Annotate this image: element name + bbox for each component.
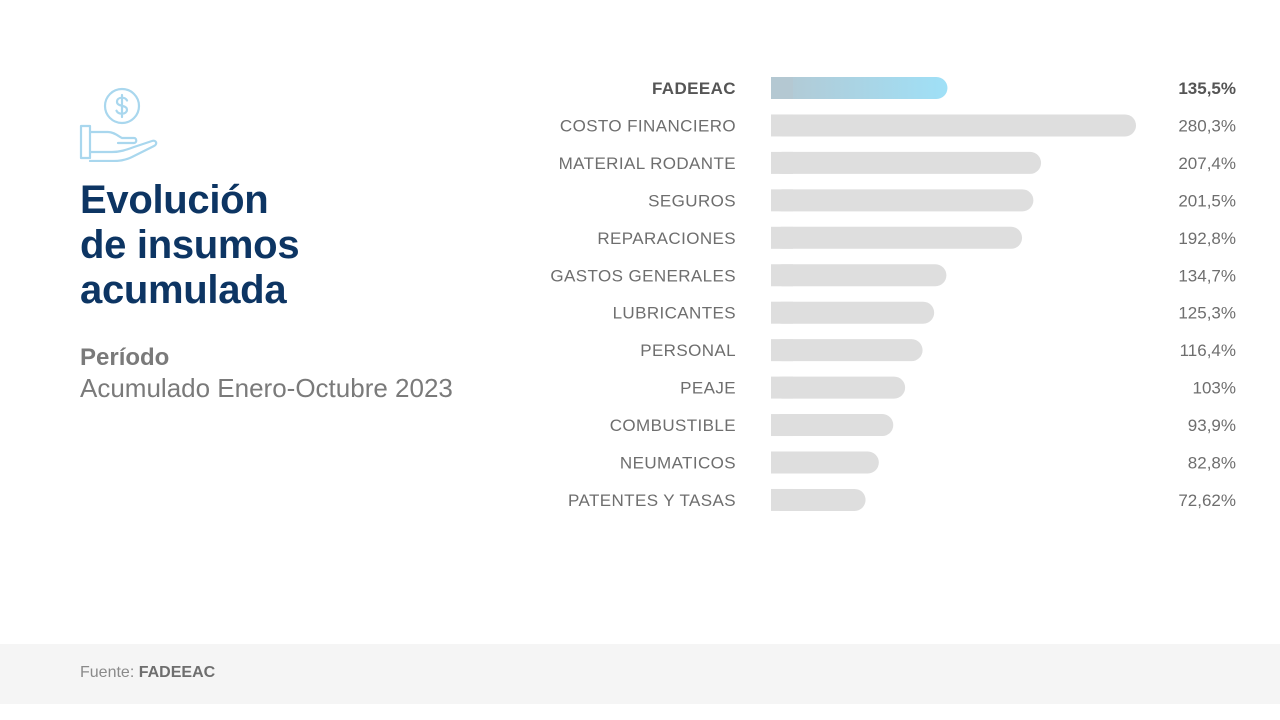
- value-label-combustible: 93,9%: [1188, 416, 1236, 435]
- bar-neumaticos: [771, 451, 879, 474]
- bar-left-cap-costo-financiero: [771, 114, 793, 137]
- value-label-lubricantes: 125,3%: [1178, 304, 1236, 323]
- source-note: Fuente: FADEEAC: [80, 664, 215, 682]
- category-label-peaje: PEAJE: [680, 379, 736, 398]
- value-label-neumaticos: 82,8%: [1188, 454, 1236, 473]
- value-label-patentes-y-tasas: 72,62%: [1178, 491, 1236, 510]
- bar-material-rodante: [771, 151, 1042, 174]
- source-label: Fuente:: [80, 664, 135, 681]
- source-name: FADEEAC: [138, 664, 216, 681]
- bar-left-cap-patentes-y-tasas: [771, 488, 793, 511]
- category-label-personal: PERSONAL: [640, 341, 736, 360]
- bar-left-cap-material-rodante: [771, 151, 793, 174]
- bar-left-cap-personal: [771, 339, 793, 362]
- period-value: Acumulado Enero-Octubre 2023: [80, 373, 453, 403]
- bar-left-cap-lubricantes: [771, 301, 793, 324]
- value-label-gastos-generales: 134,7%: [1178, 266, 1236, 285]
- value-label-reparaciones: 192,8%: [1178, 229, 1236, 248]
- title-line-3: acumulada: [80, 268, 287, 312]
- title-line-2: de insumos: [80, 223, 300, 267]
- bar-left-cap-neumaticos: [771, 451, 793, 474]
- bar-peaje: [771, 376, 906, 399]
- footer: Fuente: FADEEAC: [0, 644, 1280, 704]
- bar-combustible: [771, 414, 894, 437]
- category-label-seguros: SEGUROS: [648, 191, 736, 210]
- bar-gastos-generales: [771, 264, 947, 287]
- value-label-material-rodante: 207,4%: [1178, 154, 1236, 173]
- value-label-peaje: 103%: [1193, 379, 1236, 398]
- category-label-lubricantes: LUBRICANTES: [613, 304, 736, 323]
- category-label-material-rodante: MATERIAL RODANTE: [559, 154, 736, 173]
- bar-costo-financiero: [771, 114, 1136, 137]
- bar-reparaciones: [771, 226, 1023, 249]
- period-label: Período: [80, 344, 170, 371]
- period-block: Período Acumulado Enero-Octubre 2023: [80, 343, 453, 403]
- bar-left-cap-combustible: [771, 414, 793, 437]
- category-label-fadeeac: FADEEAC: [652, 79, 736, 98]
- bar-chart: FADEEAC 135,5% COSTO FINANCIERO 280,3% MATER…: [540, 70, 1260, 520]
- bar-left-cap-seguros: [771, 189, 793, 212]
- category-label-patentes-y-tasas: PATENTES Y TASAS: [568, 491, 736, 510]
- value-label-personal: 116,4%: [1180, 341, 1236, 360]
- bar-lubricantes: [771, 301, 935, 324]
- bar-personal: [771, 339, 923, 362]
- category-label-gastos-generales: GASTOS GENERALES: [550, 266, 736, 285]
- hand-holding-dollar-icon: [79, 87, 158, 162]
- page-title: Evolución de insumos acumulada: [80, 178, 300, 313]
- bar-left-cap-reparaciones: [771, 226, 793, 249]
- category-label-neumaticos: NEUMATICOS: [620, 454, 736, 473]
- title-line-1: Evolución: [80, 178, 269, 222]
- value-label-fadeeac: 135,5%: [1178, 79, 1236, 98]
- bar-left-cap-peaje: [771, 376, 793, 399]
- value-label-costo-financiero: 280,3%: [1178, 116, 1236, 135]
- category-label-costo-financiero: COSTO FINANCIERO: [560, 116, 736, 135]
- bar-left-cap-fadeeac: [771, 77, 793, 99]
- bar-patentes-y-tasas: [771, 488, 866, 511]
- category-label-combustible: COMBUSTIBLE: [610, 416, 736, 435]
- bar-left-cap-gastos-generales: [771, 264, 793, 287]
- value-label-seguros: 201,5%: [1178, 191, 1236, 210]
- bar-fadeeac: [771, 77, 948, 99]
- bar-chart-svg: FADEEAC 135,5% COSTO FINANCIERO 280,3% MATER…: [550, 77, 1236, 511]
- category-label-reparaciones: REPARACIONES: [597, 229, 736, 248]
- bar-seguros: [771, 189, 1034, 212]
